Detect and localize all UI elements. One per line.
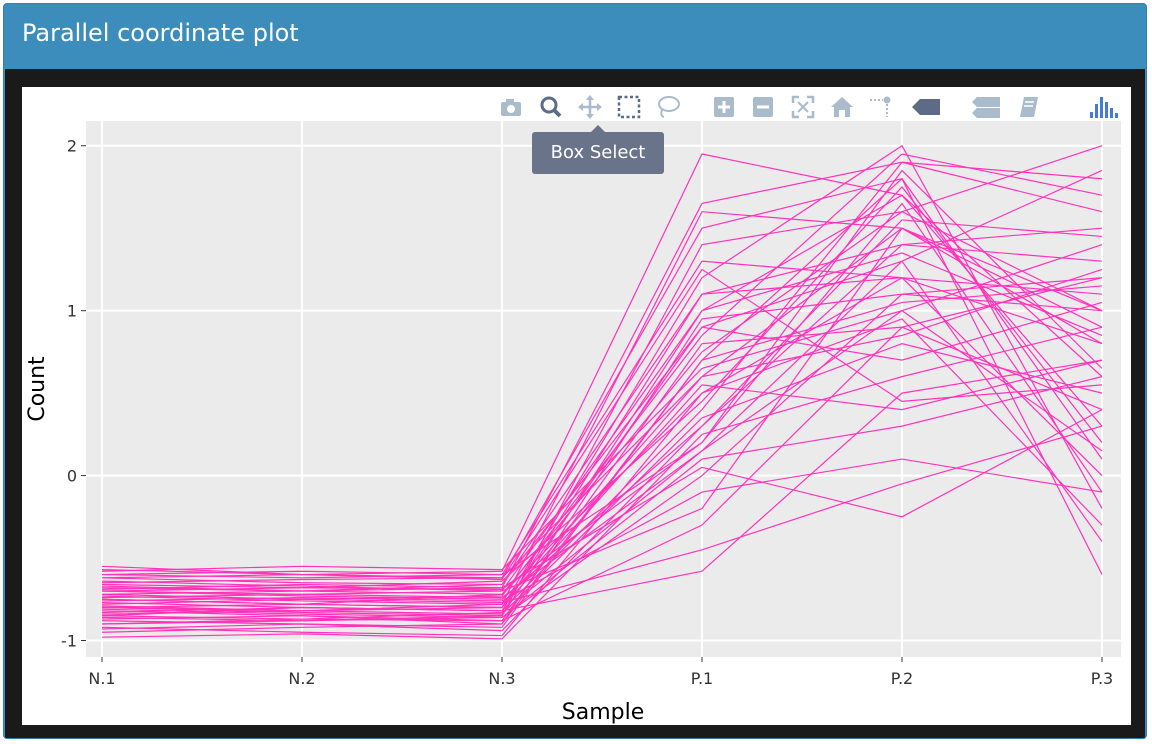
series-line-40[interactable] [101, 169, 1103, 592]
plotly-logo-icon [1090, 97, 1118, 118]
x-axis-ticks: N.1 N.2 N.3 P.1 P.2 P.3 [88, 657, 1113, 688]
series-line-20[interactable] [101, 161, 1103, 612]
home-icon [831, 97, 853, 117]
x-tick-label-2: N.3 [488, 669, 515, 688]
hover-compare-button[interactable] [968, 93, 1000, 119]
series-line-38[interactable] [101, 318, 1103, 605]
series-line-8[interactable] [101, 194, 1103, 595]
y-tick-label-2: 1 [67, 302, 77, 321]
series-line-23[interactable] [101, 326, 1103, 640]
edit-in-chart-studio-icon [1020, 97, 1038, 117]
series-line-43[interactable] [101, 309, 1103, 620]
series-line-30[interactable] [101, 227, 1103, 592]
spike-lines-button[interactable] [865, 93, 893, 119]
series-line-36[interactable] [101, 285, 1103, 625]
series-line-16[interactable] [101, 227, 1103, 605]
x-tick-label-4: P.2 [891, 669, 913, 688]
series-line-1[interactable] [101, 161, 1103, 595]
lasso-select-icon [658, 96, 680, 118]
x-tick-label-0: N.1 [88, 669, 115, 688]
series-line-35[interactable] [101, 301, 1103, 612]
series-line-39[interactable] [101, 219, 1103, 632]
data-lines[interactable] [101, 144, 1103, 640]
series-line-37[interactable] [101, 268, 1103, 581]
series-line-5[interactable] [101, 260, 1103, 576]
y-tick-label-0: -1 [61, 632, 77, 651]
series-line-4[interactable] [101, 145, 1103, 625]
y-axis-title: Count [25, 356, 50, 422]
series-line-31[interactable] [101, 277, 1103, 625]
hover-closest-icon [912, 99, 940, 115]
zoom-out-button[interactable] [748, 93, 776, 119]
panel-heading: Parallel coordinate plot [4, 4, 1146, 68]
series-line-24[interactable] [101, 202, 1103, 579]
zoom-icon [540, 96, 562, 118]
lasso-select-button[interactable] [653, 93, 681, 119]
x-axis-title: Sample [562, 700, 645, 725]
panel-title: Parallel coordinate plot [22, 19, 299, 47]
series-line-41[interactable] [101, 252, 1103, 617]
pan-button[interactable] [575, 93, 603, 119]
hover-compare-icon [972, 97, 1000, 118]
parallel-coordinate-chart[interactable]: -1 0 1 2 N.1 N.2 N.3 P.1 P.2 P.3 Sample Count [22, 87, 1131, 725]
series-line-34[interactable] [101, 277, 1103, 592]
x-tick-label-3: P.1 [691, 669, 713, 688]
series-line-10[interactable] [101, 260, 1103, 586]
zoom-button[interactable] [536, 93, 564, 119]
series-line-42[interactable] [101, 268, 1103, 579]
x-tick-label-5: P.3 [1091, 669, 1113, 688]
series-line-25[interactable] [101, 169, 1103, 599]
pan-icon [578, 95, 602, 119]
y-tick-label-1: 0 [67, 467, 77, 486]
zoom-out-icon [753, 97, 773, 117]
spike-lines-icon [870, 96, 891, 117]
plot-area[interactable]: -1 0 1 2 N.1 N.2 N.3 P.1 P.2 P.3 Sample Count Bo… [22, 87, 1131, 725]
series-line-18[interactable] [101, 277, 1103, 637]
series-line-17[interactable] [101, 359, 1103, 609]
zoom-in-button[interactable] [709, 93, 737, 119]
home-button[interactable] [827, 93, 855, 119]
series-line-32[interactable] [101, 425, 1103, 604]
autoscale-icon [791, 95, 815, 119]
autoscale-button[interactable] [788, 93, 816, 119]
series-line-33[interactable] [101, 359, 1103, 614]
box-select-button[interactable] [614, 93, 642, 119]
modebar [490, 89, 1130, 121]
camera-icon [501, 99, 521, 116]
plotly-logo-button[interactable] [1086, 93, 1118, 119]
box-select-tooltip: Box Select [532, 125, 664, 174]
hover-closest-button[interactable] [908, 93, 940, 119]
series-line-12[interactable] [101, 326, 1103, 622]
edit-in-chart-studio-button[interactable] [1014, 93, 1042, 119]
y-tick-label-3: 2 [67, 137, 77, 156]
x-tick-label-1: N.2 [288, 669, 315, 688]
plot-panel: Parallel coordinate plot -1 0 1 2 N.1 N.2 N.3… [3, 3, 1147, 739]
camera-button[interactable] [496, 93, 524, 119]
panel-body: -1 0 1 2 N.1 N.2 N.3 P.1 P.2 P.3 Sample Count Bo… [5, 69, 1145, 738]
series-line-9[interactable] [101, 277, 1103, 633]
box-select-icon [617, 95, 641, 119]
zoom-in-icon [714, 97, 734, 117]
y-axis-ticks: -1 0 1 2 [61, 137, 86, 651]
